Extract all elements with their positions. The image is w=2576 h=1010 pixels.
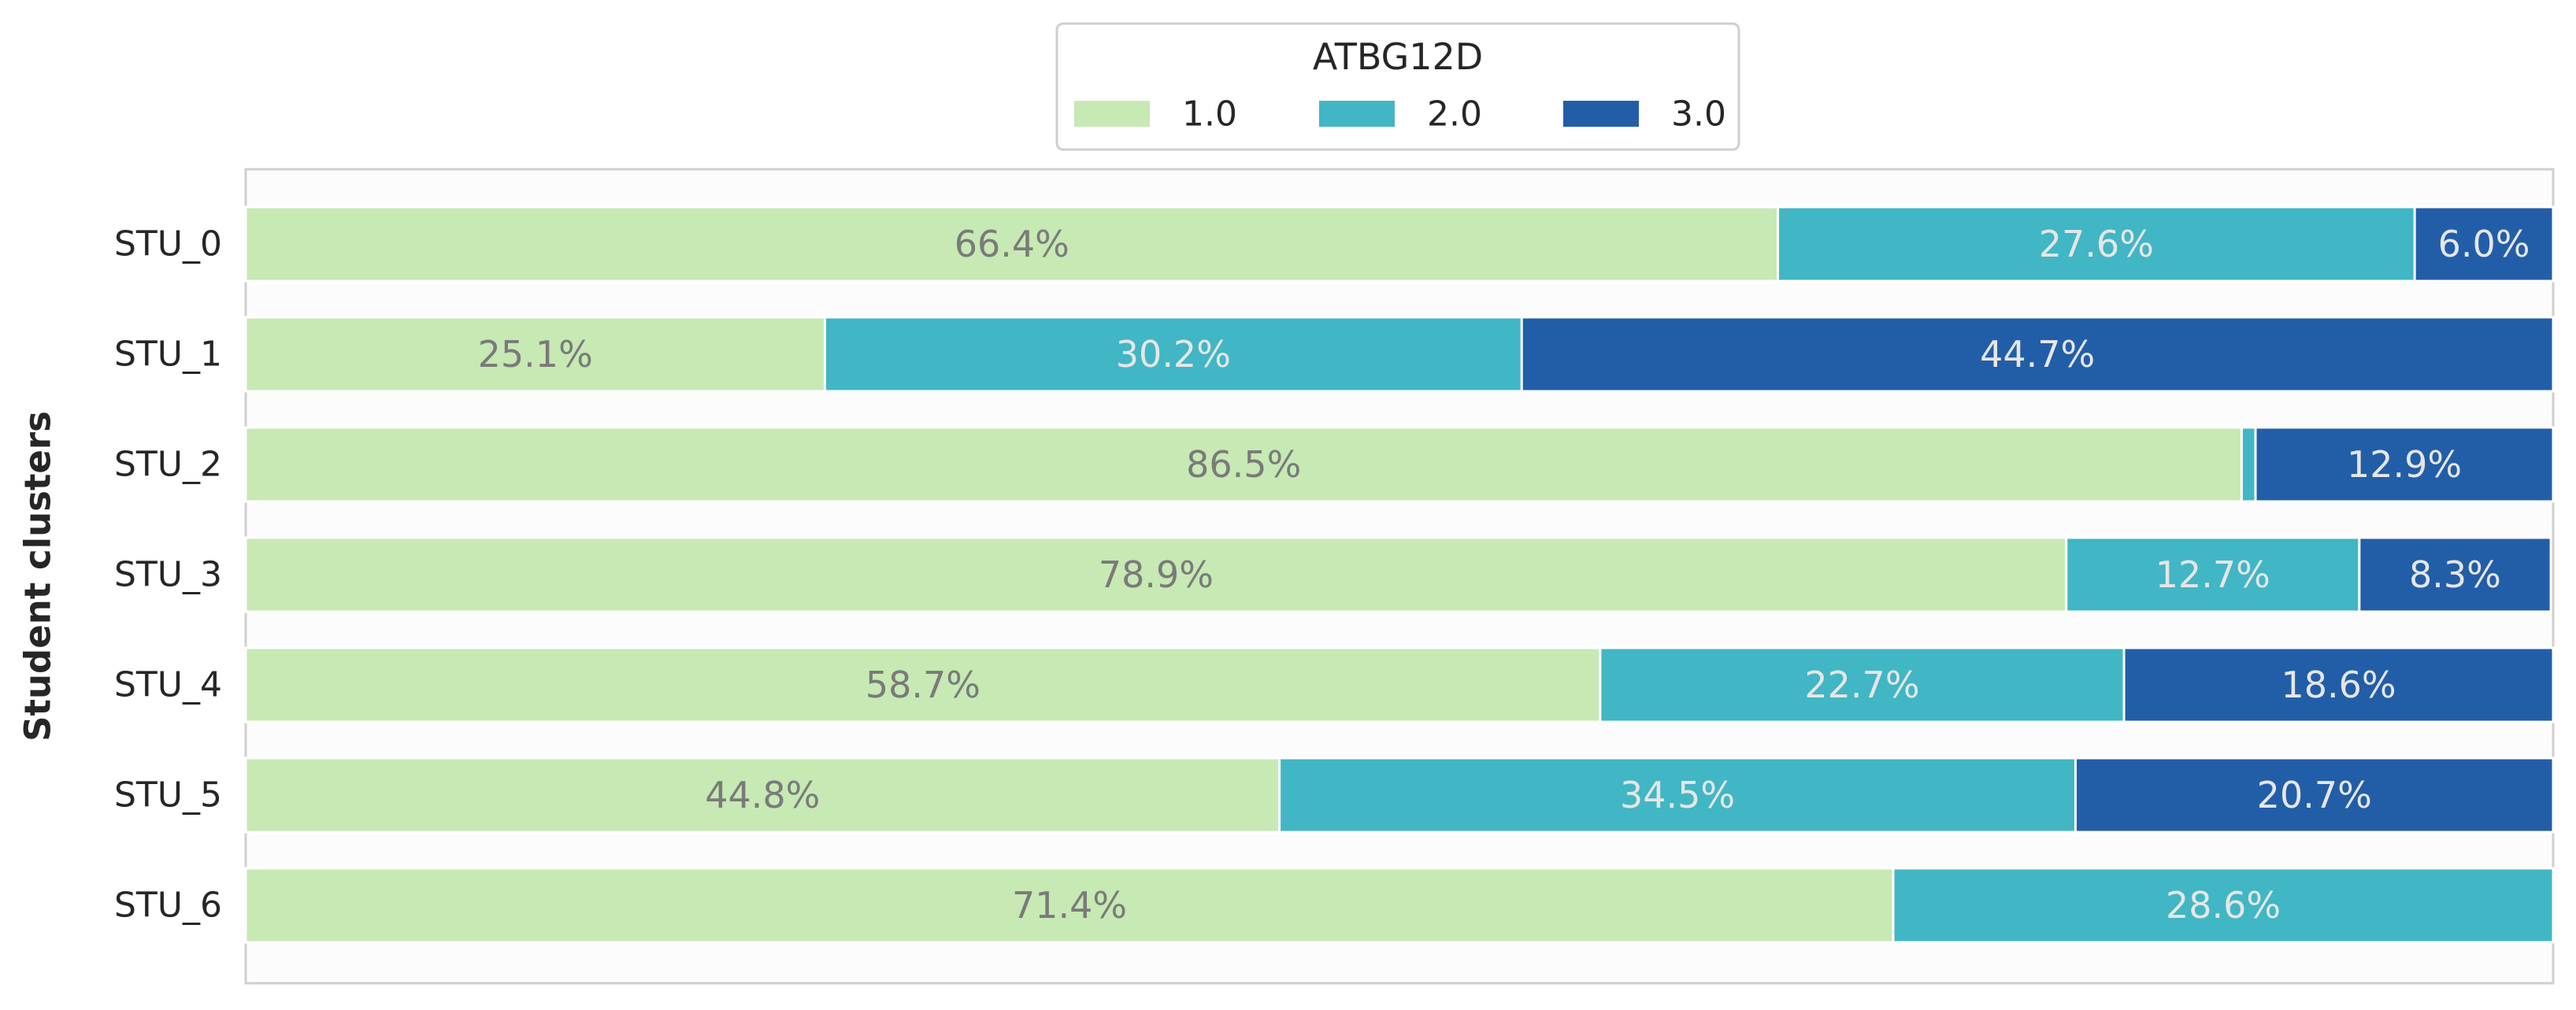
bar-segment [244,757,1281,834]
bar-data-label: 8.3% [2409,553,2501,596]
y-tick-label: STU_3 [114,555,222,595]
bar-data-label: 58.7% [865,664,980,706]
legend-swatch [1319,101,1395,127]
bar-data-label: 25.1% [478,333,593,376]
bar-segment [2254,426,2555,503]
bar-segment [2413,205,2555,283]
y-tick-labels: STU_0 STU_1 STU_2 STU_3 STU_4 STU_5 STU_6 [114,224,222,926]
bar-segment [1892,867,2555,944]
bar-segment [1278,757,2077,834]
bar-segment [1777,205,2416,283]
bar-data-label: 44.8% [705,774,820,816]
bars-layer: 66.4% 27.6% 6.0% 25.1% 30.2% 44.7% 86.5% 12.9% 7… [244,205,2555,944]
bar-segment [244,867,1895,944]
bar-data-label: 6.0% [2438,223,2530,265]
bar-segment [2240,426,2257,503]
bar-segment [244,646,1602,723]
legend-entries: 1.0 2.0 3.0 [1074,94,1726,135]
bar-segment [2358,536,2552,613]
bar-data-label: 44.7% [1980,333,2095,376]
bar-segment [823,316,1523,393]
bar-data-label: 34.5% [1620,774,1735,816]
bar-data-label: 18.6% [2281,664,2396,706]
bar-data-label: 78.9% [1099,553,1214,596]
y-tick-label: STU_5 [114,775,222,816]
y-axis-label: Student clusters [17,411,59,742]
bar-data-label: 86.5% [1186,443,1301,486]
legend-label: 1.0 [1182,94,1237,135]
legend-label: 3.0 [1671,94,1726,135]
y-tick-label: STU_6 [114,886,222,926]
bar-segment [244,536,2068,613]
bar-data-label: 66.4% [954,223,1069,265]
bar-segment [1599,646,2126,723]
legend-swatch [1563,101,1639,127]
bar-segment [244,205,1780,283]
y-tick-label: STU_0 [114,224,222,265]
bar-segment [2122,646,2555,723]
y-tick-label: STU_1 [114,335,222,375]
bar-data-label: 22.7% [1804,664,1919,706]
y-tick-label: STU_2 [114,445,222,485]
bar-data-label: 71.4% [1012,884,1127,927]
legend-title: ATBG12D [1313,35,1483,78]
bar-data-label: 27.6% [2039,223,2154,265]
legend-swatch [1074,101,1150,127]
bar-data-label: 12.9% [2347,443,2462,486]
legend: ATBG12D 1.0 2.0 3.0 [1055,22,1740,151]
bar-segment [244,426,2243,503]
bar-data-label: 12.7% [2155,553,2270,596]
legend-label: 2.0 [1427,94,1482,135]
bar-data-label: 28.6% [2166,884,2281,927]
bar-segment [2074,757,2555,834]
bar-segment [1520,316,2555,393]
y-tick-label: STU_4 [114,665,222,705]
bar-segment [244,316,826,393]
bar-data-label: 20.7% [2257,774,2372,816]
bar-data-label: 30.2% [1116,333,1231,376]
